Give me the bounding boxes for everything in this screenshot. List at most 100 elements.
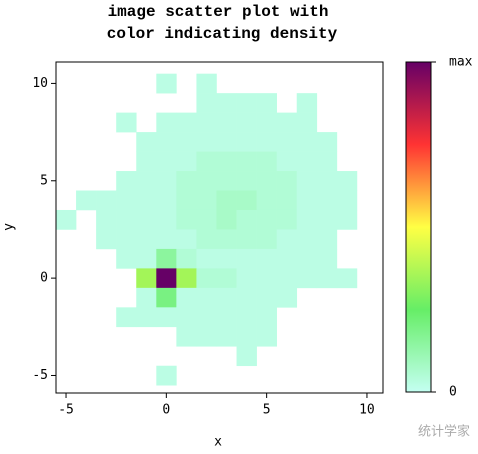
- heat-cell: [176, 307, 197, 328]
- heat-cell: [216, 326, 237, 347]
- heat-cell: [276, 151, 298, 172]
- heat-cell: [116, 112, 137, 133]
- heat-cell: [136, 190, 157, 211]
- heat-cell: [176, 112, 197, 133]
- heat-cell: [276, 287, 298, 308]
- heat-cell: [296, 209, 318, 230]
- heat-cell: [176, 209, 197, 230]
- heat-cell: [236, 248, 257, 269]
- y-tick-label: 0: [40, 271, 48, 286]
- heat-cell: [256, 307, 277, 328]
- heat-cell: [336, 171, 358, 191]
- x-tick-label: -5: [58, 403, 74, 418]
- heat-cell: [176, 268, 197, 289]
- heat-cell: [256, 112, 277, 133]
- heat-cell: [336, 209, 358, 230]
- x-tick-label: 10: [359, 403, 375, 418]
- heat-cell: [196, 132, 217, 152]
- heat-cell: [236, 151, 257, 172]
- colorbar-tick-label: max: [449, 55, 473, 70]
- heat-cell: [96, 229, 117, 250]
- heat-cell: [236, 307, 257, 328]
- heat-cell: [336, 190, 358, 211]
- heat-cell: [196, 171, 217, 191]
- x-tick-label: 5: [263, 403, 271, 418]
- heat-cell: [136, 248, 157, 269]
- heat-cell: [136, 229, 157, 250]
- heat-cell: [276, 268, 298, 289]
- heat-cell: [136, 268, 157, 289]
- heat-cell: [276, 190, 298, 211]
- heat-cell: [216, 307, 237, 328]
- heat-cell: [236, 268, 257, 289]
- heat-cell: [116, 171, 137, 191]
- heat-cell: [196, 248, 217, 269]
- heat-cell: [256, 268, 277, 289]
- heat-cell: [176, 171, 197, 191]
- heat-cell: [296, 151, 318, 172]
- heat-cell: [156, 132, 177, 152]
- heat-cell: [96, 209, 117, 230]
- heat-cell: [116, 248, 137, 269]
- heat-cell: [236, 93, 257, 113]
- heat-cell: [276, 209, 298, 230]
- heat-cell: [156, 229, 177, 250]
- heat-cell: [196, 229, 217, 250]
- heat-cell: [276, 248, 298, 269]
- heat-cell: [176, 248, 197, 269]
- heat-cell: [296, 248, 318, 269]
- colorbar-tick-label: 0: [449, 385, 457, 400]
- heat-cell: [216, 132, 237, 152]
- heat-cell: [316, 248, 338, 269]
- heat-cell: [176, 229, 197, 250]
- heat-cell: [56, 209, 77, 230]
- heat-cell: [296, 171, 318, 191]
- heat-cell: [196, 307, 217, 328]
- heat-cell: [216, 190, 237, 211]
- heat-cell: [176, 151, 197, 172]
- heat-cell: [136, 151, 157, 172]
- heat-cell: [176, 326, 197, 347]
- heat-cell: [196, 268, 217, 289]
- heat-cell: [296, 190, 318, 211]
- heat-cell: [156, 209, 177, 230]
- heat-cell: [216, 287, 237, 308]
- heat-cell: [276, 132, 298, 152]
- heat-cell: [216, 268, 237, 289]
- heat-cell: [296, 268, 318, 289]
- heat-cell: [156, 73, 177, 94]
- heat-cell: [276, 112, 298, 133]
- plot-frame: [55, 61, 384, 394]
- heat-cell: [216, 93, 237, 113]
- y-tick-label: 10: [32, 76, 48, 91]
- heat-cell: [256, 132, 277, 152]
- heat-cell: [256, 171, 277, 191]
- heat-cell: [196, 112, 217, 133]
- heat-cell: [336, 268, 358, 289]
- colorbar: [405, 61, 432, 393]
- heat-cell: [296, 112, 318, 133]
- heat-cell: [196, 190, 217, 211]
- heat-cell: [196, 287, 217, 308]
- heat-cell: [136, 307, 157, 328]
- heat-cell: [236, 171, 257, 191]
- heat-cell: [156, 112, 177, 133]
- heat-cell: [256, 287, 277, 308]
- heat-cell: [216, 171, 237, 191]
- heat-cell: [156, 190, 177, 211]
- heat-cell: [256, 326, 277, 347]
- heat-cell: [216, 151, 237, 172]
- heat-cell: [136, 287, 157, 308]
- heat-cell: [256, 93, 277, 113]
- heat-cell: [256, 209, 277, 230]
- chart-title: image scatter plot with: [108, 3, 329, 21]
- heat-cell: [216, 209, 237, 230]
- chart-title: color indicating density: [107, 25, 338, 43]
- heat-cell: [256, 248, 277, 269]
- watermark: 统计学家: [418, 424, 470, 440]
- heat-cell: [236, 346, 257, 367]
- y-tick-label: 5: [40, 173, 48, 188]
- heat-cell: [256, 229, 277, 250]
- heat-cell: [176, 132, 197, 152]
